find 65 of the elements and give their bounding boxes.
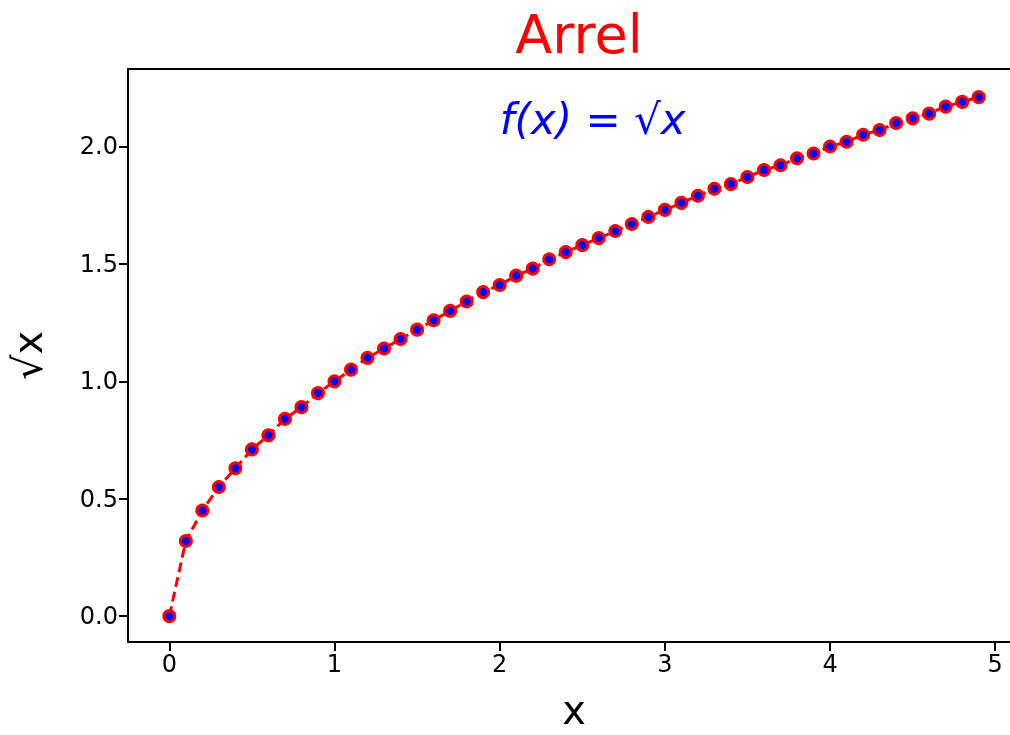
- point: [509, 268, 524, 283]
- x-tick-label: 2: [492, 650, 508, 678]
- point: [740, 170, 755, 185]
- point: [641, 209, 656, 224]
- point: [723, 177, 738, 192]
- point: [443, 303, 458, 318]
- y-tick-label: 1.5: [79, 249, 118, 278]
- point: [360, 350, 375, 365]
- point: [823, 139, 838, 154]
- point: [211, 480, 226, 495]
- point: [244, 442, 259, 457]
- point: [277, 411, 292, 426]
- point: [839, 134, 854, 149]
- point: [310, 386, 325, 401]
- point: [459, 294, 474, 309]
- x-tick-label: 1: [326, 650, 343, 678]
- point: [657, 202, 672, 217]
- point: [591, 231, 606, 246]
- point: [624, 216, 639, 231]
- x-tick-label: 4: [822, 650, 838, 678]
- point: [575, 238, 590, 253]
- point: [955, 94, 970, 109]
- point: [707, 181, 722, 196]
- x-tick-label: 3: [657, 650, 673, 678]
- point: [872, 123, 887, 138]
- y-axis-title: √x: [5, 330, 51, 381]
- point: [674, 195, 689, 210]
- point: [195, 503, 210, 518]
- y-tick-label: 2.0: [79, 132, 118, 161]
- point: [162, 609, 177, 624]
- point: [327, 374, 342, 389]
- point: [922, 106, 937, 121]
- point: [558, 245, 573, 260]
- chart-title: Arrel: [515, 2, 643, 66]
- point: [393, 332, 408, 347]
- point: [476, 285, 491, 300]
- point: [294, 400, 309, 415]
- point: [690, 188, 705, 203]
- point: [542, 252, 557, 267]
- point: [492, 278, 507, 293]
- point: [228, 461, 243, 476]
- point: [806, 146, 821, 161]
- y-tick-label: 0.5: [79, 484, 118, 513]
- point: [525, 261, 540, 276]
- point: [344, 362, 358, 377]
- y-tick-label: 0.0: [79, 602, 118, 631]
- point: [905, 111, 920, 126]
- point: [938, 99, 953, 114]
- point: [790, 151, 804, 166]
- point: [889, 116, 904, 131]
- y-tick-label: 1.0: [79, 367, 118, 396]
- point: [756, 162, 771, 177]
- point: [377, 341, 392, 356]
- point: [178, 534, 193, 549]
- annotation: f(x) = √x: [499, 94, 687, 144]
- point: [410, 322, 425, 337]
- point: [773, 158, 788, 173]
- point: [608, 224, 623, 239]
- point: [261, 428, 276, 443]
- x-tick-label: 5: [987, 650, 1003, 678]
- x-tick-label: 0: [161, 650, 177, 678]
- point: [971, 90, 986, 105]
- x-axis-title: x: [562, 687, 586, 733]
- point: [856, 127, 871, 142]
- point: [426, 313, 441, 328]
